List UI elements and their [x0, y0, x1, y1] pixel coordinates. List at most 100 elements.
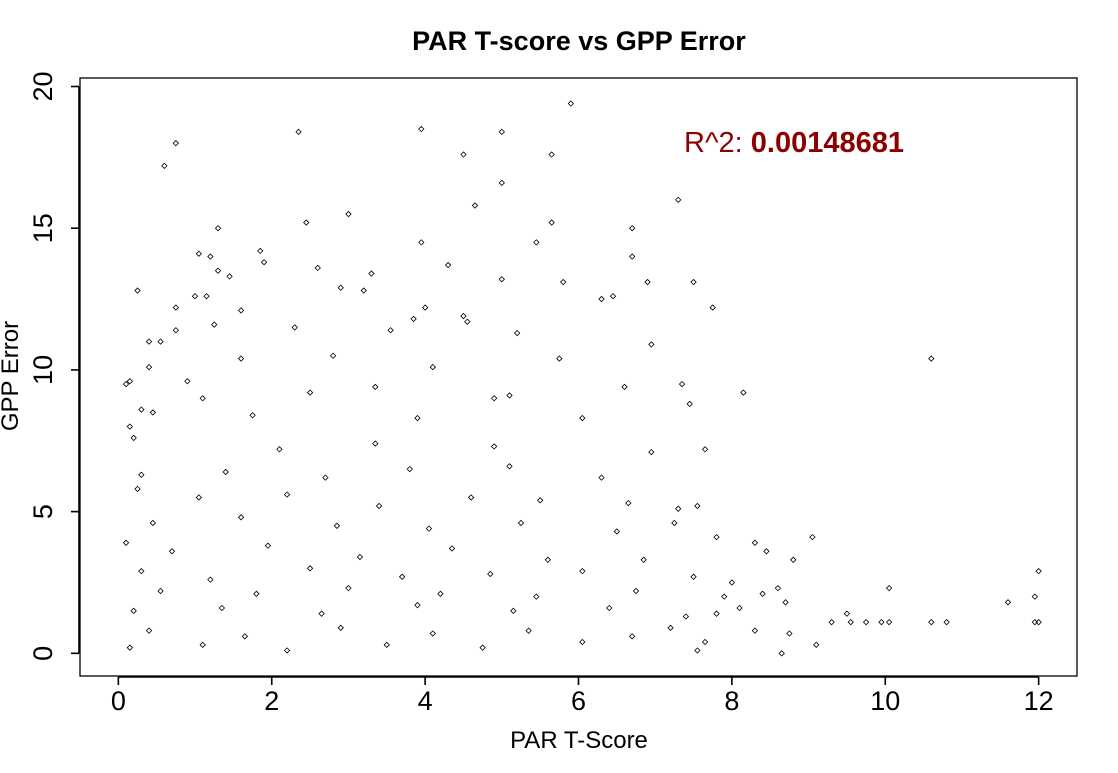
data-point	[1035, 567, 1042, 575]
data-point	[191, 293, 199, 300]
data-point	[490, 395, 498, 402]
data-point	[372, 383, 379, 391]
r-squared-prefix: R^2:	[684, 127, 751, 159]
data-point	[306, 565, 314, 572]
data-point	[517, 519, 525, 527]
data-point	[471, 202, 479, 209]
y-axis: 0 5 10 15 20	[28, 71, 80, 661]
data-point	[237, 514, 245, 521]
data-point	[498, 179, 505, 187]
data-point	[418, 125, 425, 133]
data-point	[487, 570, 494, 578]
data-point	[629, 253, 636, 260]
data-point	[199, 641, 206, 648]
data-point	[579, 414, 586, 422]
data-point	[276, 446, 283, 453]
data-point	[429, 363, 436, 371]
data-point	[774, 584, 782, 592]
data-point	[157, 587, 164, 595]
data-point	[149, 519, 157, 527]
data-point	[383, 641, 390, 648]
data-point	[329, 352, 337, 359]
data-point	[682, 613, 690, 620]
data-point	[632, 587, 640, 595]
data-point	[460, 151, 467, 158]
data-point	[387, 327, 394, 334]
data-point	[448, 545, 456, 552]
data-point	[138, 567, 145, 575]
data-point	[218, 604, 226, 612]
data-point	[579, 638, 586, 646]
data-point	[709, 304, 716, 311]
data-point	[782, 599, 789, 606]
data-point	[786, 630, 793, 637]
data-point	[122, 539, 130, 546]
data-point	[701, 446, 709, 453]
data-point	[548, 151, 555, 158]
data-point	[406, 465, 413, 473]
data-point	[728, 579, 736, 586]
data-point	[314, 264, 321, 272]
points-layer	[122, 100, 1042, 657]
data-point	[609, 293, 617, 300]
data-point	[1031, 593, 1038, 600]
data-point	[134, 287, 141, 294]
data-point	[629, 633, 636, 640]
data-point	[214, 225, 222, 232]
data-point	[149, 409, 157, 416]
data-point	[701, 638, 709, 646]
y-axis-label: GPP Error	[0, 321, 24, 431]
data-point	[421, 304, 429, 311]
data-point	[184, 378, 191, 385]
data-point	[172, 327, 180, 334]
data-point	[644, 278, 651, 286]
data-point	[778, 650, 785, 657]
y-tick-label: 15	[28, 213, 58, 243]
data-point	[544, 556, 551, 563]
data-point	[648, 341, 655, 348]
x-tick-label: 2	[264, 686, 279, 716]
data-point	[253, 590, 260, 597]
data-point	[606, 604, 613, 612]
data-point	[145, 338, 153, 345]
data-point	[813, 641, 820, 648]
data-point	[548, 219, 555, 226]
data-point	[556, 355, 563, 362]
x-tick-label: 0	[111, 686, 126, 716]
data-point	[145, 627, 153, 634]
data-point	[736, 604, 743, 612]
data-point	[337, 284, 344, 291]
data-point	[437, 590, 444, 597]
data-point	[690, 278, 697, 286]
data-point	[790, 556, 797, 563]
data-point	[418, 239, 425, 246]
data-point	[847, 618, 854, 626]
data-point	[713, 610, 720, 617]
data-point	[126, 644, 134, 651]
data-point	[498, 276, 505, 283]
data-point	[260, 259, 268, 266]
data-point	[249, 412, 256, 419]
data-point	[161, 162, 168, 170]
data-point	[464, 318, 471, 325]
data-point	[138, 471, 145, 478]
data-point	[498, 128, 505, 136]
data-point	[1035, 618, 1042, 626]
data-point	[460, 312, 467, 320]
data-point	[337, 624, 344, 631]
data-point	[126, 423, 134, 430]
r-squared-annotation: R^2: 0.00148681	[684, 127, 904, 159]
data-point	[203, 293, 210, 300]
data-point	[721, 593, 728, 600]
data-point	[345, 584, 352, 592]
data-point	[667, 624, 674, 631]
data-point	[237, 355, 245, 362]
data-point	[678, 380, 686, 388]
data-point	[675, 196, 682, 204]
data-point	[843, 610, 851, 617]
x-axis: 0 2 4 6 8 10 12	[111, 676, 1054, 716]
data-point	[943, 618, 950, 626]
data-point	[598, 295, 605, 303]
data-point	[928, 355, 935, 362]
